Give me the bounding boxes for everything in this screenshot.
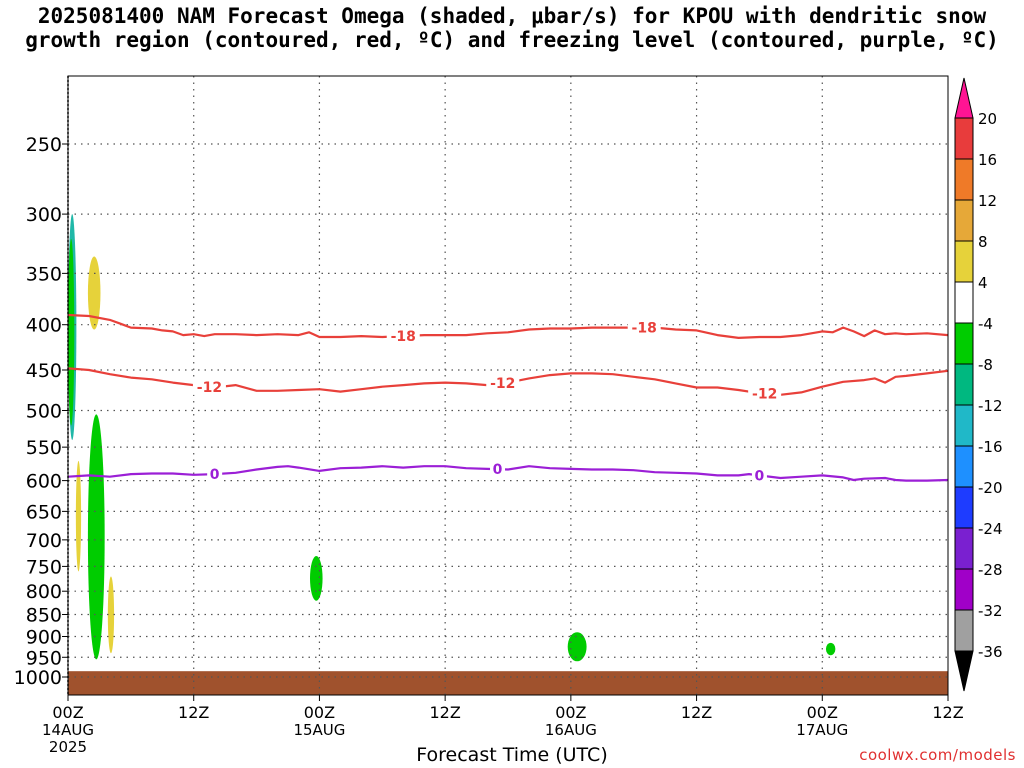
x-tick-label-7-0: 12Z — [932, 703, 963, 722]
y-tick-label-700: 700 — [26, 530, 62, 552]
x-tick-label-6-1: 17AUG — [796, 721, 848, 739]
contour-line-0 — [67, 313, 949, 339]
colorbar-box-12 — [954, 609, 974, 652]
x-tick-label-0-2: 2025 — [49, 738, 87, 756]
colorbar-label-11: -28 — [978, 561, 1003, 579]
y-tick-label-400: 400 — [26, 315, 62, 337]
omega-shaded-region-5 — [87, 414, 105, 660]
contour-label-2-2: 0 — [755, 468, 765, 484]
y-tick-label-250: 250 — [26, 134, 62, 156]
contour-label-1-1: -12 — [490, 376, 515, 392]
contour-label-1-0: -12 — [197, 380, 222, 396]
colorbar-label-8: -16 — [978, 438, 1003, 456]
contour-label-bg-2-1 — [490, 461, 506, 478]
contour-label-2-0: 0 — [210, 467, 220, 483]
chart-title: 2025081400 NAM Forecast Omega (shaded, μ… — [0, 4, 1024, 52]
colorbar-label-0: 20 — [978, 110, 997, 128]
colorbar-box-3 — [954, 240, 974, 283]
colorbar-box-1 — [954, 158, 974, 201]
colorbar-box-5 — [954, 322, 974, 365]
x-tick-label-6-0: 00Z — [807, 703, 838, 722]
x-tick-label-0-1: 14AUG — [42, 721, 94, 739]
colorbar-label-4: 4 — [978, 274, 988, 292]
contour-label-bg-0-0 — [386, 328, 420, 345]
colorbar-box-7 — [954, 404, 974, 447]
colorbar-top-arrow — [954, 77, 974, 119]
omega-shaded-region-3 — [87, 256, 101, 330]
colorbar-box-10 — [954, 527, 974, 570]
y-tick-label-900: 900 — [26, 626, 62, 648]
x-tick-label-0-0: 00Z — [52, 703, 83, 722]
colorbar-box-6 — [954, 363, 974, 406]
x-axis-label: Forecast Time (UTC) — [416, 744, 608, 766]
omega-shaded-region-7 — [310, 556, 323, 601]
colorbar-box-0 — [954, 117, 974, 160]
contour-line-2 — [67, 465, 949, 482]
x-tick-label-5-0: 12Z — [681, 703, 712, 722]
y-tick-label-750: 750 — [26, 556, 62, 578]
x-tick-label-4-1: 16AUG — [545, 721, 597, 739]
colorbar-label-9: -20 — [978, 479, 1003, 497]
x-tick-label-2-0: 00Z — [304, 703, 335, 722]
chart-title-line-1: 2025081400 NAM Forecast Omega (shaded, μ… — [37, 4, 987, 28]
colorbar-label-2: 12 — [978, 192, 997, 210]
colorbar-box-2 — [954, 199, 974, 242]
y-tick-label-350: 350 — [26, 263, 62, 285]
colorbar-bottom-arrow — [954, 650, 974, 692]
omega-shaded-region-8 — [567, 632, 587, 662]
colorbar-label-10: -24 — [978, 520, 1003, 538]
omega-shaded-region-6 — [107, 576, 115, 654]
x-tick-label-3-0: 12Z — [429, 703, 460, 722]
colorbar-label-5: -4 — [978, 315, 993, 333]
colorbar-label-13: -36 — [978, 643, 1003, 661]
terrain-fill — [68, 671, 948, 695]
y-tick-label-1000: 1000 — [14, 667, 62, 689]
colorbar-label-7: -12 — [978, 397, 1003, 415]
chart-title-line-2: growth region (contoured, red, ºC) and f… — [25, 28, 999, 52]
contour-label-bg-2-0 — [207, 466, 223, 483]
contour-label-bg-1-2 — [748, 385, 782, 402]
colorbar-box-8 — [954, 445, 974, 488]
y-tick-label-500: 500 — [26, 401, 62, 423]
contour-label-2-1: 0 — [493, 462, 503, 478]
contour-label-1-2: -12 — [752, 387, 777, 403]
colorbar-box-11 — [954, 568, 974, 611]
colorbar-label-3: 8 — [978, 233, 988, 251]
y-tick-label-800: 800 — [26, 581, 62, 603]
y-tick-label-650: 650 — [26, 501, 62, 523]
contour-label-0-1: -18 — [632, 321, 657, 337]
colorbar-label-1: 16 — [978, 151, 997, 169]
y-tick-label-850: 850 — [26, 605, 62, 627]
source-credit-link[interactable]: coolwx.com/models — [859, 746, 1016, 764]
colorbar-label-6: -8 — [978, 356, 993, 374]
contour-label-0-0: -18 — [391, 329, 416, 345]
y-tick-label-550: 550 — [26, 437, 62, 459]
y-tick-label-300: 300 — [26, 204, 62, 226]
omega-shaded-region-9 — [825, 642, 836, 656]
y-tick-label-600: 600 — [26, 471, 62, 493]
omega-shaded-region-4 — [75, 460, 82, 572]
colorbar-box-9 — [954, 486, 974, 529]
colorbar-box-4 — [954, 281, 974, 324]
contour-label-bg-0-1 — [627, 319, 661, 336]
y-tick-label-950: 950 — [26, 647, 62, 669]
x-tick-label-4-0: 00Z — [555, 703, 586, 722]
y-tick-label-450: 450 — [26, 360, 62, 382]
colorbar-label-12: -32 — [978, 602, 1003, 620]
contour-label-bg-1-0 — [192, 378, 226, 395]
x-tick-label-1-0: 12Z — [178, 703, 209, 722]
omega-shaded-region-2 — [68, 238, 75, 426]
contour-label-bg-2-2 — [751, 467, 767, 484]
contour-label-bg-1-1 — [486, 375, 520, 392]
x-tick-label-2-1: 15AUG — [293, 721, 345, 739]
